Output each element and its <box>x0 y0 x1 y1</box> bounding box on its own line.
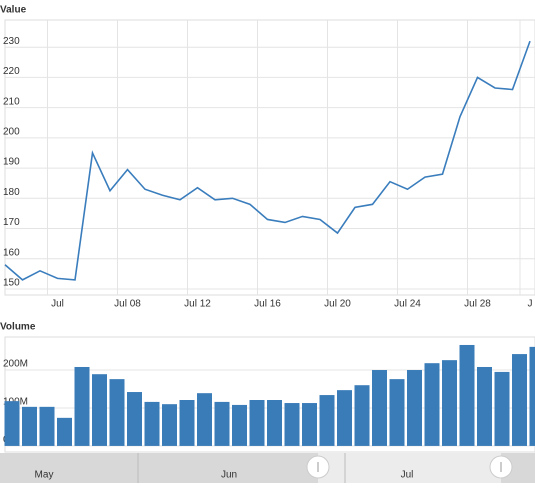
value-line <box>4 40 531 281</box>
y-tick-label: 230 <box>3 36 20 47</box>
bar <box>302 403 317 446</box>
bar <box>249 400 265 446</box>
y-tick-label: 180 <box>3 187 20 198</box>
bar <box>39 406 55 446</box>
x-tick-label: Jul 28 <box>464 299 491 310</box>
bar <box>372 370 387 446</box>
navigator-label: Jun <box>221 470 237 481</box>
y-tick-label: 220 <box>3 66 20 77</box>
x-tick-label: Jul 20 <box>324 299 351 310</box>
bar <box>267 400 282 446</box>
bar <box>22 406 37 446</box>
y-tick-label: 170 <box>3 217 20 228</box>
bar <box>197 393 212 446</box>
bar <box>179 400 195 446</box>
plot-area <box>4 19 535 296</box>
x-tick-label: Jul 08 <box>114 299 141 310</box>
x-tick-label: J <box>528 299 533 310</box>
bar <box>354 385 370 446</box>
x-tick-label: Jul <box>51 299 64 310</box>
bar <box>337 390 352 446</box>
navigator-label: May <box>35 470 54 481</box>
line-panel: 150 160 170 180 190 200 210 220 230 Jul Jul 08 Jul … <box>3 19 535 310</box>
bar <box>162 404 177 446</box>
bar <box>459 344 475 446</box>
bar <box>477 366 492 446</box>
navigator-selection[interactable] <box>318 453 501 483</box>
bar <box>144 401 160 446</box>
value-title: Value <box>0 5 27 16</box>
x-tick-label: Jul 24 <box>394 299 421 310</box>
y-tick-label: 200 <box>3 126 20 137</box>
bar <box>319 395 335 446</box>
y-tick-label: 150 <box>3 278 20 289</box>
navigator[interactable]: May Jun Jul <box>0 453 535 483</box>
bar <box>214 401 230 446</box>
x-tick-label: Jul 12 <box>184 299 211 310</box>
bar <box>57 417 72 446</box>
bar-panel: 0100M200M <box>3 336 535 453</box>
y-tick-label: 160 <box>3 247 20 258</box>
bar <box>529 346 535 446</box>
bar <box>109 379 125 446</box>
bar <box>232 404 247 446</box>
bar <box>74 366 90 446</box>
bar <box>4 401 20 446</box>
bar <box>407 370 422 446</box>
navigator-label: Jul <box>401 470 414 481</box>
y-tick-label: 190 <box>3 157 20 168</box>
y-tick-label: 200M <box>3 359 28 370</box>
bar <box>92 374 107 446</box>
bar <box>389 379 405 446</box>
bar <box>127 392 142 446</box>
bar <box>494 371 510 446</box>
bar <box>284 403 300 446</box>
volume-title: Volume <box>0 322 36 333</box>
bar <box>442 360 457 446</box>
x-tick-label: Jul 16 <box>254 299 281 310</box>
bar <box>424 363 440 446</box>
y-tick-label: 210 <box>3 96 20 107</box>
bar <box>512 354 527 446</box>
